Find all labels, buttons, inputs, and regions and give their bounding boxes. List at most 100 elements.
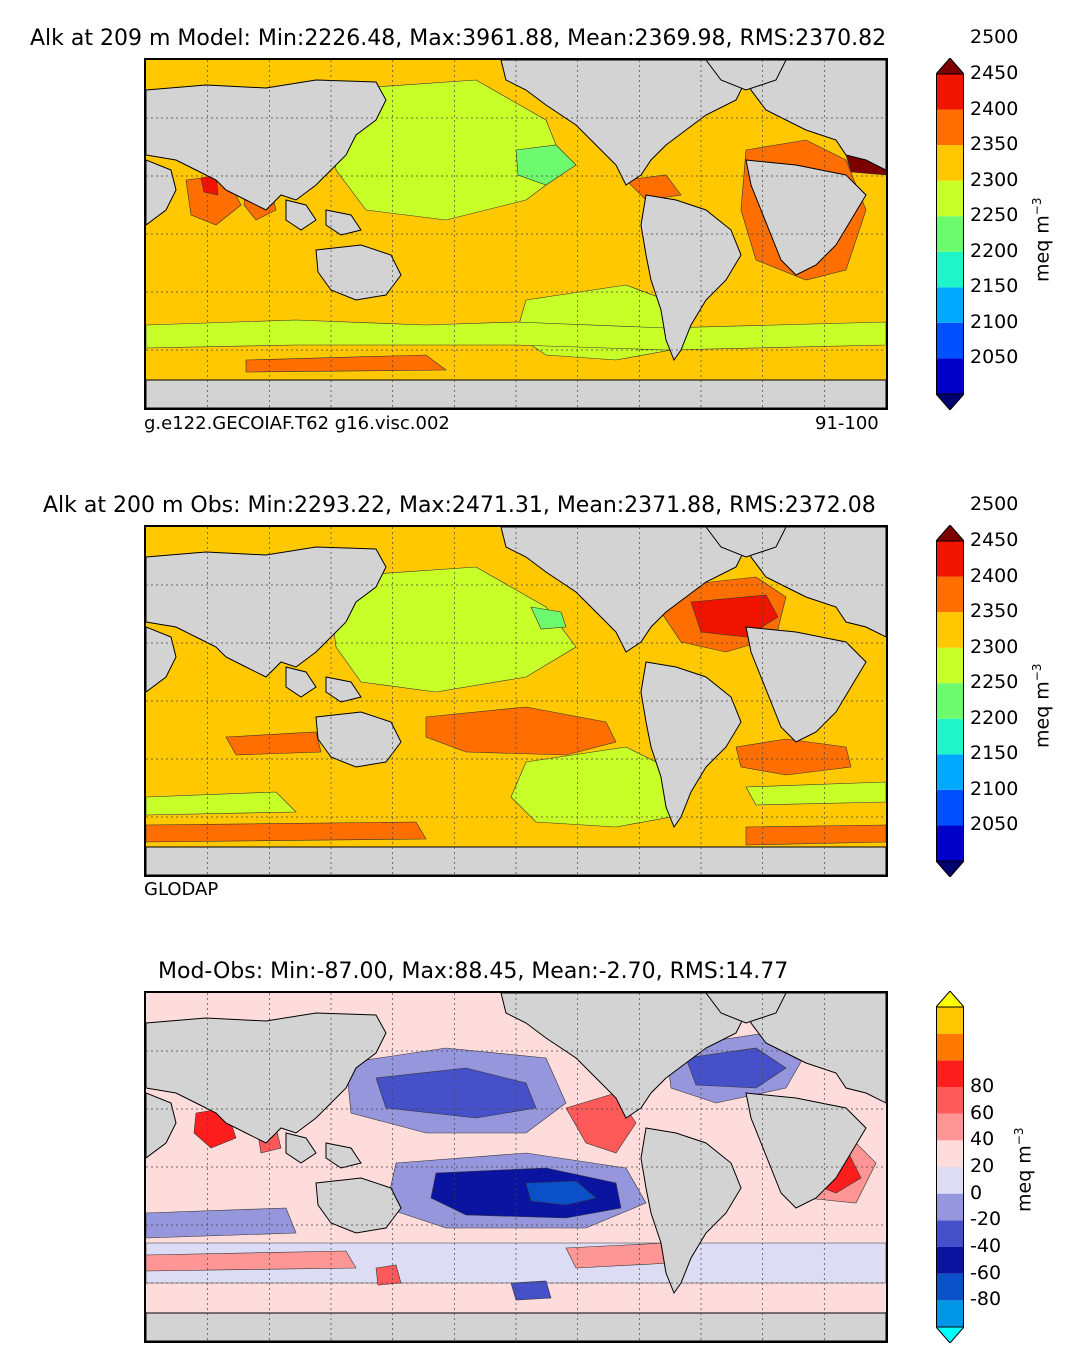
land-0 <box>146 546 387 678</box>
land-9 <box>146 379 886 408</box>
colorbar-tick-label: 2250 <box>970 671 1019 694</box>
land-0 <box>146 1012 387 1144</box>
colorbar-segment-6 <box>936 1167 964 1194</box>
colorbar-segment-3 <box>936 754 964 790</box>
panel1-title: Alk at 209 m Model: Min:2226.48, Max:396… <box>30 26 887 51</box>
land-1 <box>745 993 886 1104</box>
land-3 <box>640 194 742 362</box>
contour-region-6 <box>225 731 322 756</box>
colorbar-tick-label: 0 <box>970 1181 983 1204</box>
colorbar-tick-label: 2300 <box>970 635 1019 658</box>
colorbar-segment-6 <box>936 647 964 684</box>
panel1-case-label: g.e122.GECOIAF.T62 g16.visc.002 <box>144 413 450 434</box>
contour-region-8 <box>565 1092 637 1154</box>
land-6 <box>315 1177 402 1234</box>
colorbar-segment-2 <box>936 322 964 359</box>
colorbar-segment-4 <box>936 718 964 755</box>
contour-region-18 <box>510 1280 552 1301</box>
colorbar-segment-1 <box>936 358 964 394</box>
colorbar-tick-label: -60 <box>970 1261 1002 1284</box>
colorbar-segment-5 <box>936 683 964 719</box>
colorbar-segment-2 <box>936 1273 964 1301</box>
contour-region-15 <box>146 1250 357 1272</box>
land-5 <box>146 159 177 226</box>
contour-region-1 <box>515 144 577 186</box>
colorbar-segment-3 <box>936 287 964 323</box>
land-0 <box>146 79 387 211</box>
contour-region-1 <box>530 606 567 630</box>
colorbar-tick-label: 2250 <box>970 204 1019 227</box>
contour-region-13 <box>146 1207 297 1239</box>
colorbar-tick-label: 2500 <box>970 493 1019 516</box>
land-3 <box>640 1127 742 1295</box>
colorbar-tick-label: 2200 <box>970 706 1019 729</box>
contour-region-8 <box>690 594 779 638</box>
colorbar-extend-max <box>936 525 964 542</box>
colorbar-segment-1 <box>936 1300 964 1327</box>
panel3-title: Mod-Obs: Min:-87.00, Max:88.45, Mean:-2.… <box>158 959 789 984</box>
contour-region-3 <box>430 1167 622 1219</box>
colorbar-tick-label: 40 <box>970 1128 995 1151</box>
land-7 <box>285 199 317 231</box>
colorbar-segment-5 <box>936 216 964 252</box>
land-10 <box>705 527 787 558</box>
colorbar-extend-min <box>936 393 964 410</box>
colorbar-tick-label: 2400 <box>970 97 1019 120</box>
colorbar-tick-label: 2450 <box>970 62 1019 84</box>
colorbar-extend-min <box>936 1326 964 1343</box>
colorbar-segment-9 <box>936 541 964 577</box>
colorbar-tick-label: -20 <box>970 1208 1002 1231</box>
colorbar-extend-max <box>936 991 964 1008</box>
land-6 <box>315 711 402 768</box>
colorbar-segment-7 <box>936 145 964 181</box>
colorbar-extend-min <box>936 860 964 877</box>
panel2-case-label: GLODAP <box>144 879 219 900</box>
land-4 <box>745 1092 867 1209</box>
land-6 <box>315 244 402 301</box>
contour-region-6 <box>685 1047 787 1089</box>
colorbar-tick-label: -80 <box>970 1288 1002 1311</box>
contour-region-10 <box>146 821 427 843</box>
colorbar-segment-11 <box>936 1033 964 1061</box>
colorbar-tick-label: 80 <box>970 1075 995 1097</box>
panel1-colorbar-unit: meq m−3 <box>1030 197 1054 282</box>
contour-region-4 <box>745 781 886 806</box>
colorbar-tick-label: 2050 <box>970 346 1019 369</box>
colorbar-tick-label: 2350 <box>970 600 1019 623</box>
panel1-map <box>144 58 888 410</box>
colorbar-tick-label: -40 <box>970 1235 1002 1257</box>
land-1 <box>745 60 886 171</box>
contour-region-4 <box>525 1180 597 1206</box>
land-8 <box>325 1142 362 1169</box>
contour-region-5 <box>625 174 682 201</box>
land-10 <box>705 993 787 1024</box>
land-8 <box>325 209 362 236</box>
panel3-colorbar-unit: meq m−3 <box>1012 1127 1036 1212</box>
land-3 <box>640 661 742 829</box>
colorbar-tick-label: 2100 <box>970 777 1019 800</box>
land-4 <box>745 159 867 276</box>
land-2 <box>500 993 747 1119</box>
panel2-colorbar-unit: meq m−3 <box>1030 663 1054 748</box>
colorbar-segment-12 <box>936 1007 964 1034</box>
panel1-years-label: 91-100 <box>815 413 879 434</box>
colorbar-tick-label: 2050 <box>970 813 1019 836</box>
panel3-colorbar <box>936 991 964 1343</box>
colorbar-segment-9 <box>936 74 964 110</box>
colorbar-tick-label: 2400 <box>970 564 1019 587</box>
colorbar-segment-7 <box>936 1140 964 1167</box>
colorbar-extend-max <box>936 58 964 75</box>
land-9 <box>146 1312 886 1341</box>
colorbar-frame <box>936 73 964 395</box>
colorbar-tick-label: 2100 <box>970 310 1019 333</box>
colorbar-segment-10 <box>936 1060 964 1087</box>
panel3-map <box>144 991 888 1343</box>
colorbar-segment-5 <box>936 1193 964 1221</box>
contour-region-3 <box>146 791 297 816</box>
colorbar-segment-8 <box>936 1113 964 1141</box>
colorbar-tick-label: 2350 <box>970 133 1019 156</box>
colorbar-segment-8 <box>936 576 964 613</box>
land-1 <box>745 527 886 638</box>
colorbar-tick-label: 2300 <box>970 168 1019 191</box>
colorbar-segment-8 <box>936 109 964 146</box>
